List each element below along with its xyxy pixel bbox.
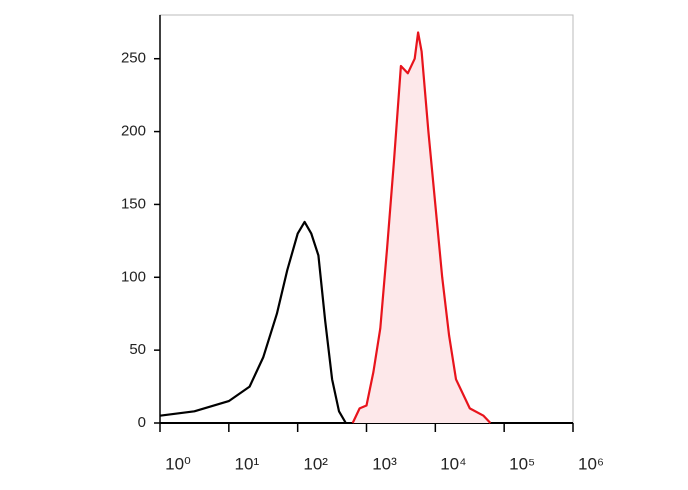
plot-frame <box>159 14 574 424</box>
x-tick-label: 10⁵ <box>509 454 535 473</box>
x-tick-label: 10² <box>303 454 328 473</box>
y-tick-label: 250 <box>121 50 146 67</box>
x-tick-label: 10⁴ <box>440 454 466 473</box>
y-tick-label: 150 <box>121 195 146 212</box>
series-line <box>351 31 492 424</box>
y-tick-label: 0 <box>138 414 146 431</box>
x-tick-label: 10¹ <box>235 454 260 473</box>
x-tick-label: 10⁶ <box>578 454 604 473</box>
x-tick-label: 10⁰ <box>165 454 191 473</box>
y-tick-label: 100 <box>121 268 146 285</box>
series-line <box>159 220 347 424</box>
series-area <box>352 32 491 423</box>
y-tick-label: 50 <box>129 341 146 358</box>
y-tick-label: 200 <box>121 123 146 140</box>
x-tick-label: 10³ <box>372 454 397 473</box>
